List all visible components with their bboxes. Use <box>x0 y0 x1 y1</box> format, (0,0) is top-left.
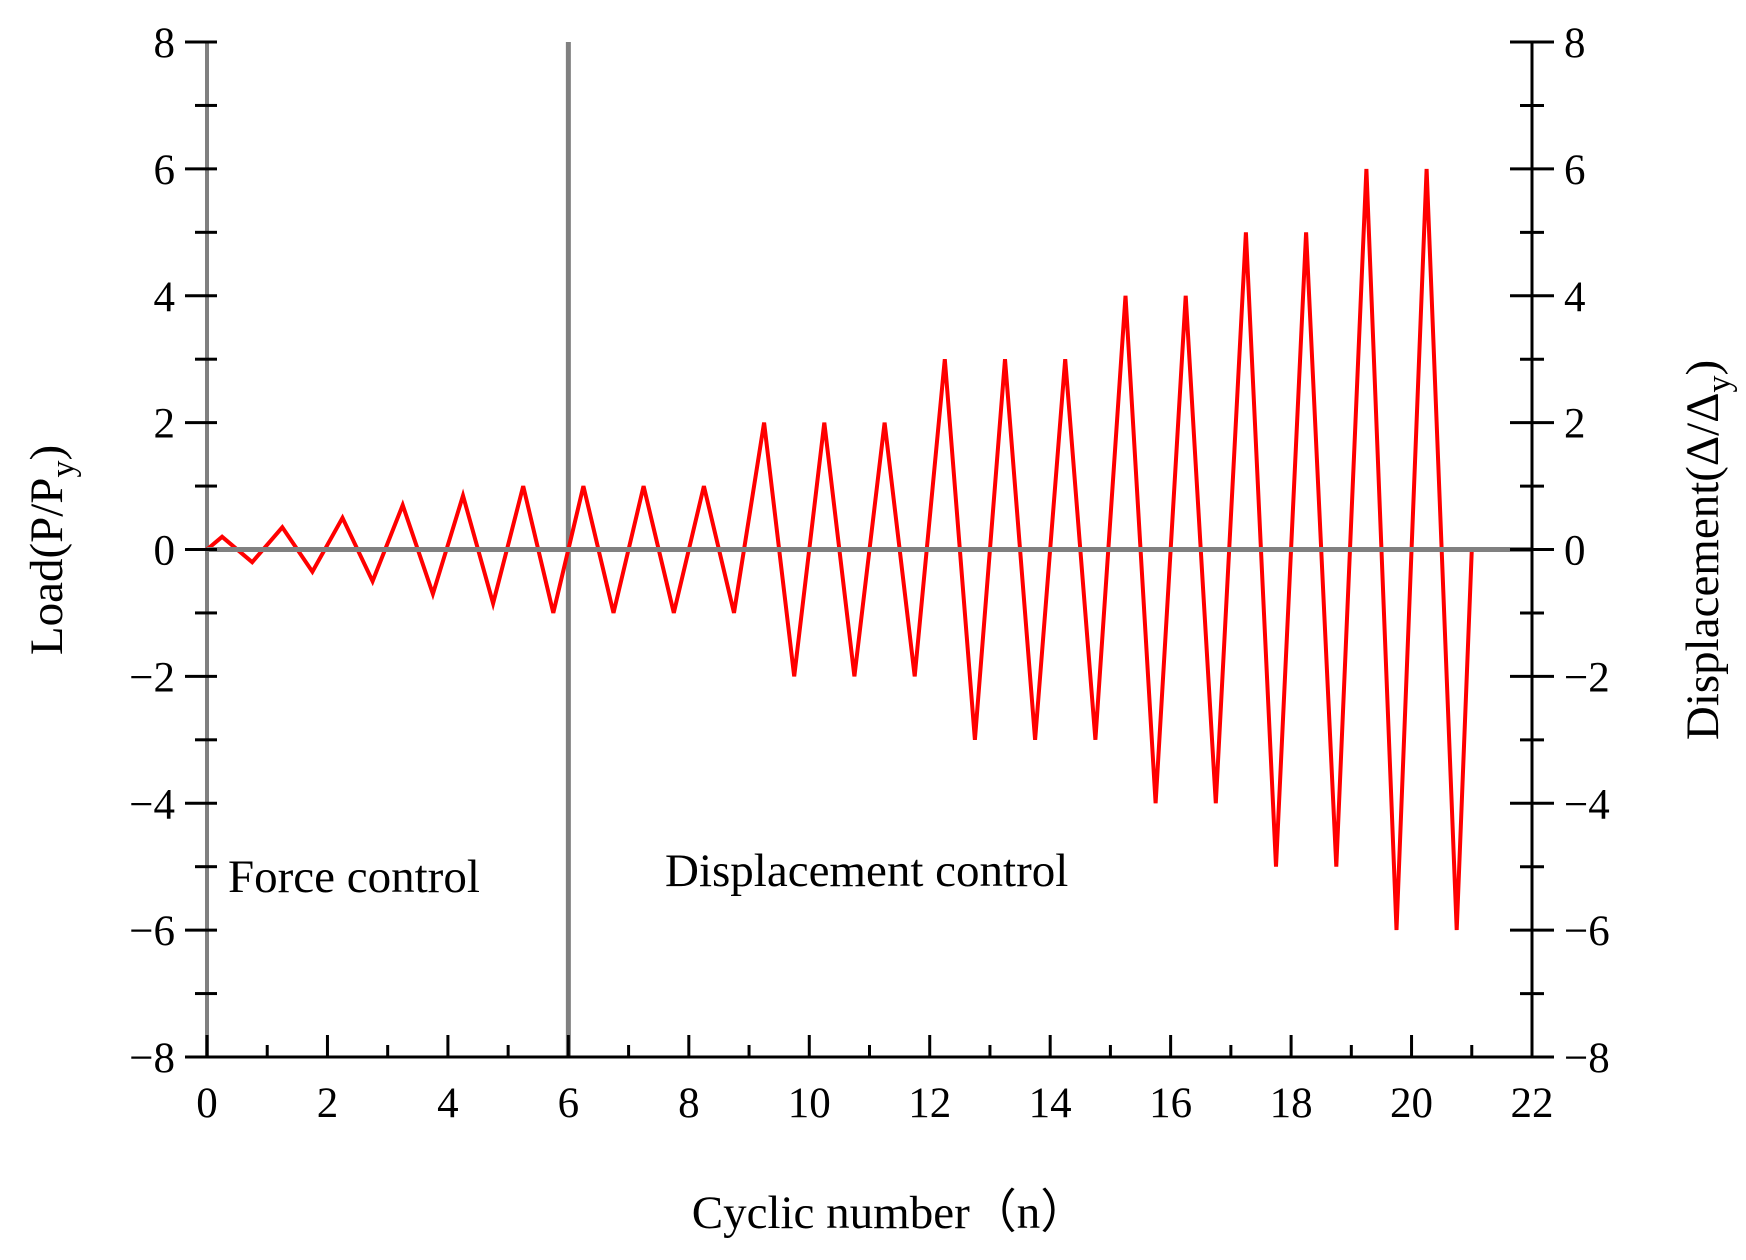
left-y-tick-label: 6 <box>154 147 176 194</box>
right-y-axis-title: Displacement(Δ/Δy) <box>1677 360 1738 740</box>
plot-layer: 0 2 4 6 8 10 12 14 16 18 20 22−8 −8−6 −6−4 −4−2 −20 02 24… <box>21 20 1738 1239</box>
right-y-tick-label: 4 <box>1564 274 1586 321</box>
left-y-tick-label: −6 <box>129 908 175 955</box>
right-y-axis-title-close: ) <box>1677 360 1729 376</box>
right-y-axis-title-subscript: y <box>1701 376 1738 393</box>
x-tick-label: 16 <box>1149 1080 1192 1127</box>
x-tick-label: 22 <box>1511 1080 1554 1127</box>
left-y-axis-title-subscript: y <box>45 461 82 478</box>
left-y-tick-label: 8 <box>154 20 176 67</box>
right-y-axis-title-main: Displacement(Δ/Δ <box>1677 393 1729 741</box>
right-y-tick-label: 0 <box>1564 528 1586 575</box>
x-tick-label: 2 <box>317 1080 339 1127</box>
left-y-tick-label: −4 <box>129 781 175 828</box>
left-y-tick-label: 4 <box>154 274 176 321</box>
left-y-tick-label: 0 <box>154 528 176 575</box>
right-y-tick-label: 6 <box>1564 147 1586 194</box>
right-y-tick-label: 2 <box>1564 401 1586 448</box>
right-y-tick-label: −4 <box>1564 781 1610 828</box>
x-tick-label: 0 <box>196 1080 218 1127</box>
left-y-tick-label: −2 <box>129 654 175 701</box>
x-axis-title: Cyclic number（n） <box>692 1187 1088 1239</box>
x-tick-label: 12 <box>908 1080 951 1127</box>
displacement-control-annotation: Displacement control <box>665 845 1068 897</box>
right-y-tick-label: −6 <box>1564 908 1610 955</box>
x-tick-label: 14 <box>1029 1080 1072 1127</box>
right-y-tick-label: −8 <box>1564 1035 1610 1082</box>
left-y-axis-title-main: Load(P/P <box>21 478 73 656</box>
x-tick-label: 10 <box>788 1080 831 1127</box>
left-y-tick-label: 2 <box>154 401 176 448</box>
x-tick-label: 4 <box>437 1080 459 1127</box>
right-y-tick-label: −2 <box>1564 654 1610 701</box>
left-y-axis-title-close: ) <box>21 445 73 461</box>
right-y-tick-label: 8 <box>1564 20 1586 67</box>
force-control-annotation: Force control <box>228 851 480 903</box>
x-tick-label: 20 <box>1390 1080 1433 1127</box>
x-tick-label: 6 <box>558 1080 580 1127</box>
left-y-tick-label: −8 <box>129 1035 175 1082</box>
x-tick-label: 8 <box>678 1080 700 1127</box>
x-tick-label: 18 <box>1270 1080 1313 1127</box>
left-y-axis-title: Load(P/Py) <box>21 445 82 655</box>
